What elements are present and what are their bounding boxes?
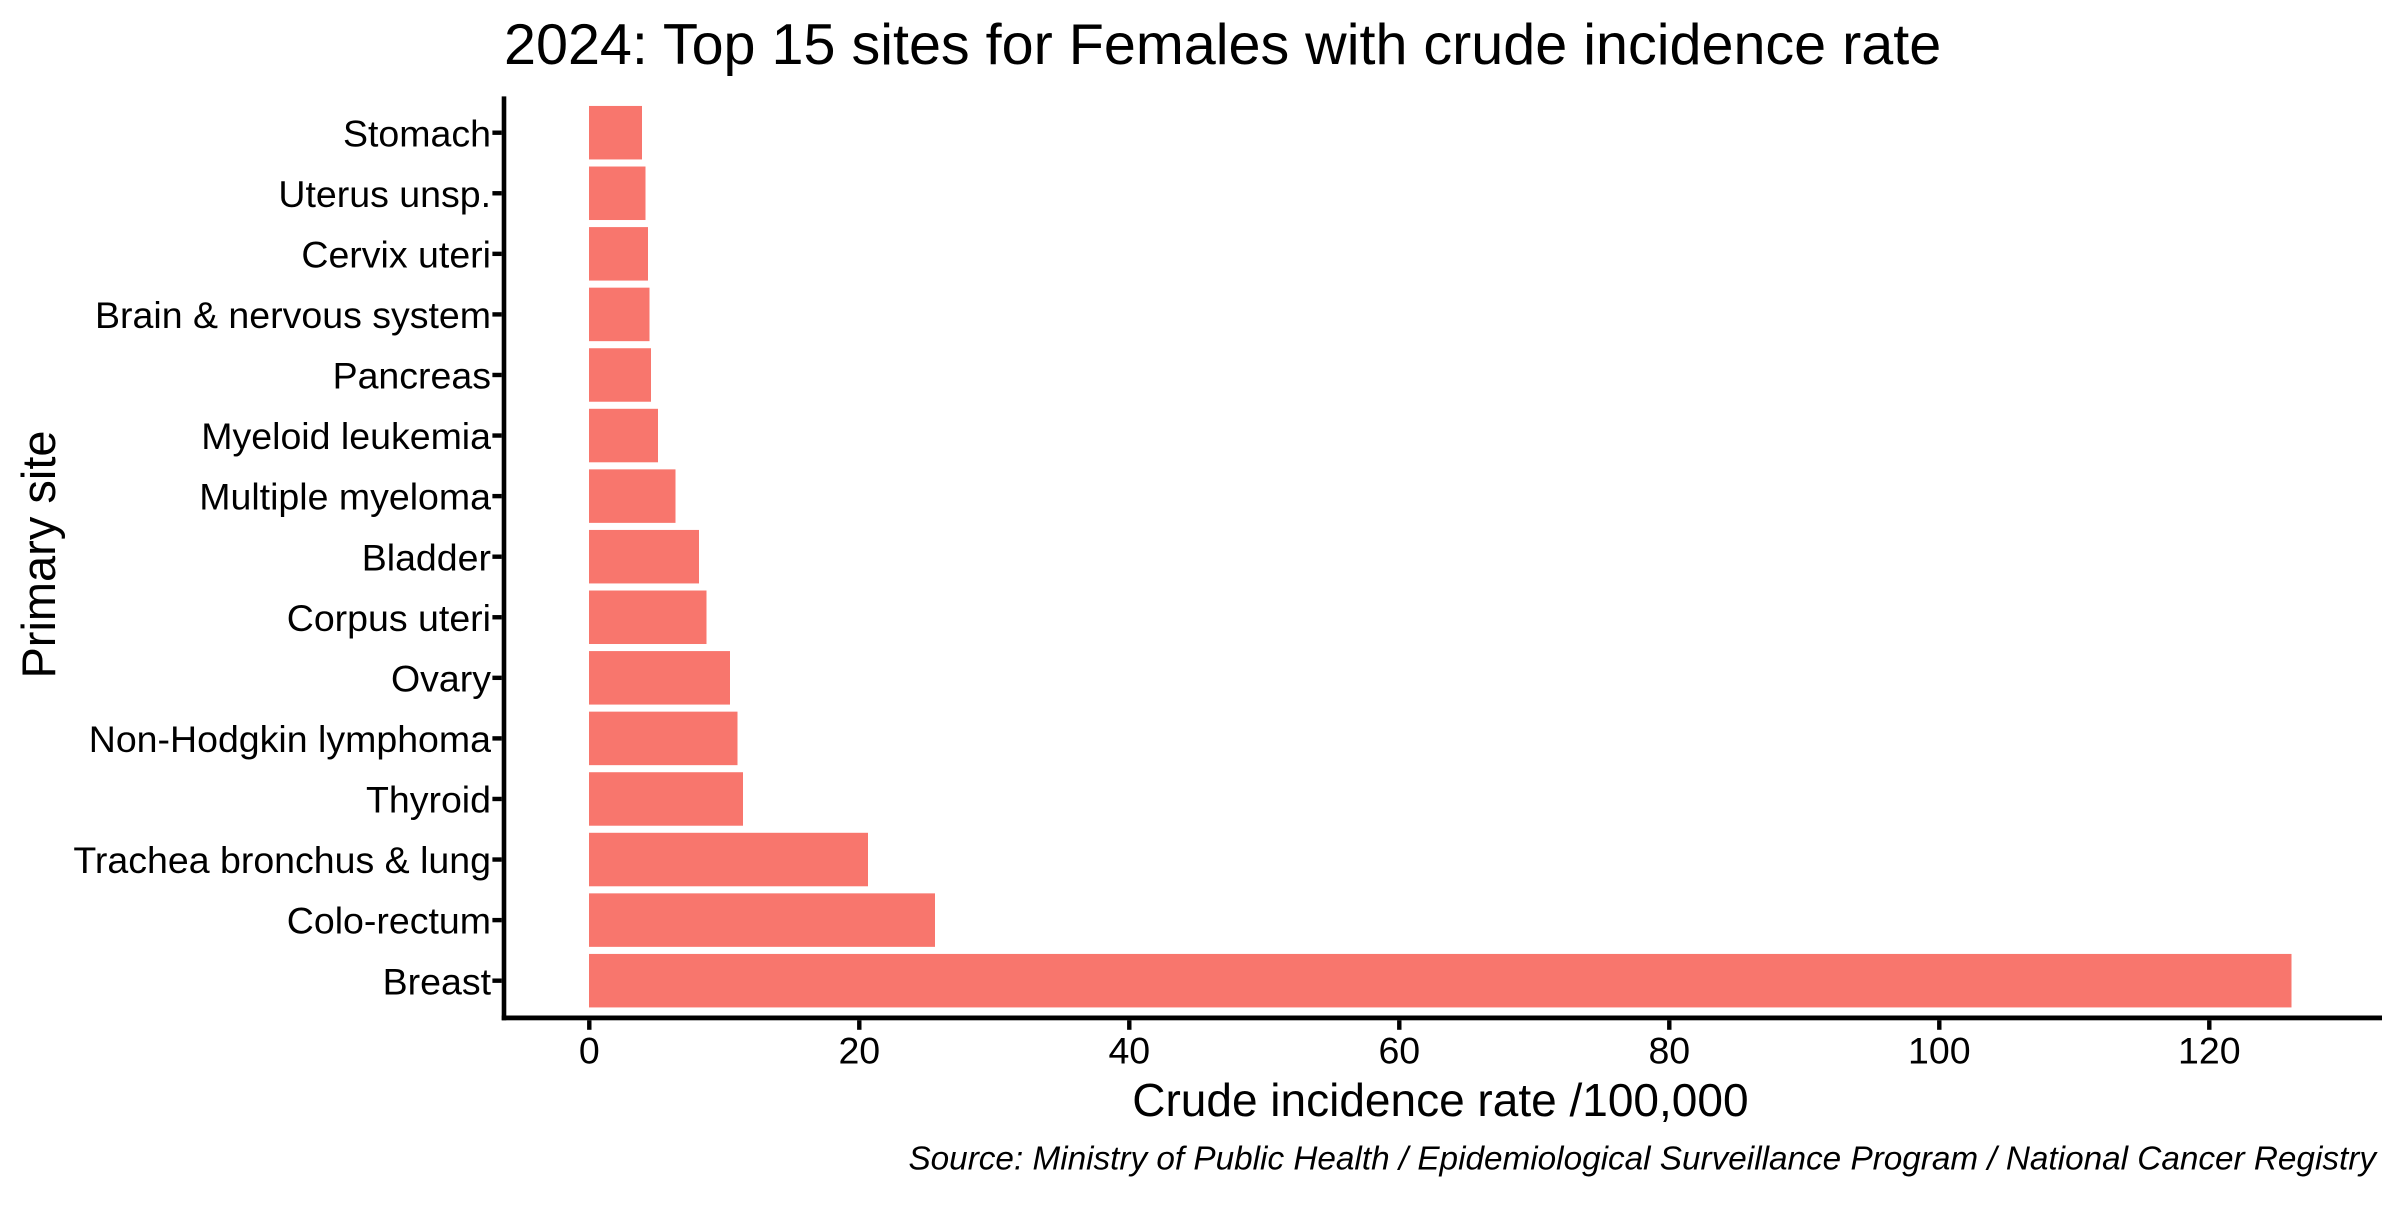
svg-text:Stomach: Stomach — [343, 112, 491, 154]
svg-text:Breast: Breast — [383, 960, 492, 1002]
svg-text:20: 20 — [838, 1030, 880, 1072]
svg-text:Corpus uteri: Corpus uteri — [287, 597, 491, 639]
svg-text:Colo-rectum: Colo-rectum — [287, 900, 491, 942]
svg-text:Crude incidence rate /100,000: Crude incidence rate /100,000 — [1132, 1074, 1748, 1126]
svg-text:Primary site: Primary site — [12, 430, 65, 678]
svg-text:60: 60 — [1378, 1030, 1420, 1072]
svg-text:Thyroid: Thyroid — [366, 779, 491, 821]
svg-text:80: 80 — [1648, 1030, 1690, 1072]
svg-text:Non-Hodgkin lymphoma: Non-Hodgkin lymphoma — [89, 718, 491, 760]
svg-text:Ovary: Ovary — [391, 657, 491, 699]
svg-text:Bladder: Bladder — [362, 536, 491, 578]
svg-text:Uterus unsp.: Uterus unsp. — [278, 173, 491, 215]
svg-text:2024: Top 15 sites for Females: 2024: Top 15 sites for Females with crud… — [504, 13, 1941, 77]
svg-text:Brain & nervous system: Brain & nervous system — [95, 294, 491, 336]
svg-text:120: 120 — [2178, 1030, 2241, 1072]
svg-text:Myeloid leukemia: Myeloid leukemia — [201, 415, 491, 457]
svg-text:Multiple myeloma: Multiple myeloma — [199, 476, 491, 518]
svg-text:0: 0 — [579, 1030, 600, 1072]
svg-text:Trachea bronchus & lung: Trachea bronchus & lung — [73, 839, 491, 881]
svg-text:100: 100 — [1908, 1030, 1971, 1072]
svg-text:Cervix uteri: Cervix uteri — [301, 233, 491, 275]
svg-text:Source: Ministry of Public Hea: Source: Ministry of Public Health / Epid… — [908, 1141, 2378, 1178]
svg-text:40: 40 — [1108, 1030, 1150, 1072]
svg-text:Pancreas: Pancreas — [333, 355, 491, 397]
